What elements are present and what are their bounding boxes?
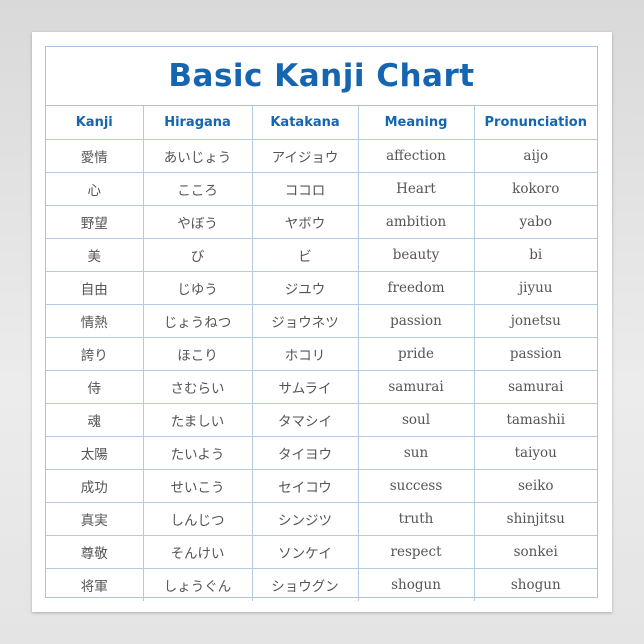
column-header-kanji: Kanji	[46, 106, 144, 140]
kanji-cell: 美	[46, 238, 144, 272]
hiragana-cell: たましい	[142, 403, 253, 437]
hiragana-cell: そんけい	[142, 535, 253, 569]
meaning-cell: success	[357, 469, 475, 503]
pronunciation-cell: jonetsu	[473, 304, 597, 338]
meaning-cell: respect	[357, 535, 475, 569]
pronunciation-cell: tamashii	[473, 403, 597, 437]
hiragana-cell: じゆう	[142, 271, 253, 305]
header-row: Kanji Hiragana Katakana Meaning Pronunciatio…	[46, 106, 597, 140]
poster: Basic Kanji Chart Kanji Hiragana Katakana M…	[32, 32, 612, 612]
kanji-cell: 将軍	[46, 568, 144, 601]
table-row: 真実 しんじつ シンジツ truth shinjitsu	[46, 502, 597, 536]
table-row: 誇り ほこり ホコリ pride passion	[46, 337, 597, 371]
pronunciation-cell: shogun	[473, 568, 597, 601]
kanji-cell: 愛情	[46, 139, 144, 173]
hiragana-cell: あいじょう	[142, 139, 253, 173]
pronunciation-cell: shinjitsu	[473, 502, 597, 536]
meaning-cell: truth	[357, 502, 475, 536]
meaning-cell: Heart	[357, 172, 475, 206]
katakana-cell: ショウグン	[251, 568, 359, 601]
katakana-cell: ジョウネツ	[251, 304, 359, 338]
table-row: 成功 せいこう セイコウ success seiko	[46, 469, 597, 503]
pronunciation-cell: passion	[473, 337, 597, 371]
kanji-cell: 野望	[46, 205, 144, 239]
katakana-cell: ヤボウ	[251, 205, 359, 239]
katakana-cell: ホコリ	[251, 337, 359, 371]
kanji-cell: 成功	[46, 469, 144, 503]
meaning-cell: passion	[357, 304, 475, 338]
katakana-cell: アイジョウ	[251, 139, 359, 173]
table-row: 自由 じゆう ジユウ freedom jiyuu	[46, 271, 597, 305]
meaning-cell: ambition	[357, 205, 475, 239]
table-row: 太陽 たいよう タイヨウ sun taiyou	[46, 436, 597, 470]
pronunciation-cell: samurai	[473, 370, 597, 404]
hiragana-cell: じょうねつ	[142, 304, 253, 338]
pronunciation-cell: sonkei	[473, 535, 597, 569]
meaning-cell: shogun	[357, 568, 475, 601]
hiragana-cell: こころ	[142, 172, 253, 206]
kanji-cell: 尊敬	[46, 535, 144, 569]
katakana-cell: ビ	[251, 238, 359, 272]
kanji-cell: 侍	[46, 370, 144, 404]
kanji-table: Kanji Hiragana Katakana Meaning Pronunciatio…	[46, 106, 597, 601]
pronunciation-cell: taiyou	[473, 436, 597, 470]
katakana-cell: サムライ	[251, 370, 359, 404]
meaning-cell: soul	[357, 403, 475, 437]
kanji-cell: 太陽	[46, 436, 144, 470]
column-header-meaning: Meaning	[357, 106, 475, 140]
kanji-cell: 魂	[46, 403, 144, 437]
table-row: 愛情 あいじょう アイジョウ affection aijo	[46, 139, 597, 173]
pronunciation-cell: jiyuu	[473, 271, 597, 305]
katakana-cell: シンジツ	[251, 502, 359, 536]
katakana-cell: タイヨウ	[251, 436, 359, 470]
hiragana-cell: ほこり	[142, 337, 253, 371]
katakana-cell: ジユウ	[251, 271, 359, 305]
chart-title: Basic Kanji Chart	[46, 47, 597, 106]
table-row: 尊敬 そんけい ソンケイ respect sonkei	[46, 535, 597, 569]
meaning-cell: sun	[357, 436, 475, 470]
meaning-cell: pride	[357, 337, 475, 371]
kanji-cell: 誇り	[46, 337, 144, 371]
column-header-pronunciation: Pronunciation	[473, 106, 597, 140]
hiragana-cell: しょうぐん	[142, 568, 253, 601]
table-row: 野望 やぼう ヤボウ ambition yabo	[46, 205, 597, 239]
katakana-cell: タマシイ	[251, 403, 359, 437]
meaning-cell: affection	[357, 139, 475, 173]
table-row: 美びビ beauty bi	[46, 238, 597, 272]
column-header-hiragana: Hiragana	[142, 106, 253, 140]
meaning-cell: samurai	[357, 370, 475, 404]
kanji-cell: 情熱	[46, 304, 144, 338]
pronunciation-cell: seiko	[473, 469, 597, 503]
hiragana-cell: たいよう	[142, 436, 253, 470]
katakana-cell: ソンケイ	[251, 535, 359, 569]
hiragana-cell: さむらい	[142, 370, 253, 404]
pronunciation-cell: yabo	[473, 205, 597, 239]
pronunciation-cell: aijo	[473, 139, 597, 173]
hiragana-cell: しんじつ	[142, 502, 253, 536]
table-row: 将軍 しょうぐん ショウグン shogun shogun	[46, 568, 597, 601]
table-row: 情熱 じょうねつ ジョウネツ passion jonetsu	[46, 304, 597, 338]
kanji-cell: 自由	[46, 271, 144, 305]
kanji-cell: 心	[46, 172, 144, 206]
kanji-chart: Basic Kanji Chart Kanji Hiragana Katakana M…	[45, 46, 598, 601]
pronunciation-cell: bi	[473, 238, 597, 272]
hiragana-cell: び	[142, 238, 253, 272]
hiragana-cell: やぼう	[142, 205, 253, 239]
table-row: 魂たましい タマシイ soul tamashii	[46, 403, 597, 437]
table-row: 心こころ ココロ Heart kokoro	[46, 172, 597, 206]
katakana-cell: ココロ	[251, 172, 359, 206]
meaning-cell: freedom	[357, 271, 475, 305]
hiragana-cell: せいこう	[142, 469, 253, 503]
katakana-cell: セイコウ	[251, 469, 359, 503]
column-header-katakana: Katakana	[251, 106, 359, 140]
pronunciation-cell: kokoro	[473, 172, 597, 206]
meaning-cell: beauty	[357, 238, 475, 272]
kanji-cell: 真実	[46, 502, 144, 536]
table-row: 侍さむらい サムライ samurai samurai	[46, 370, 597, 404]
